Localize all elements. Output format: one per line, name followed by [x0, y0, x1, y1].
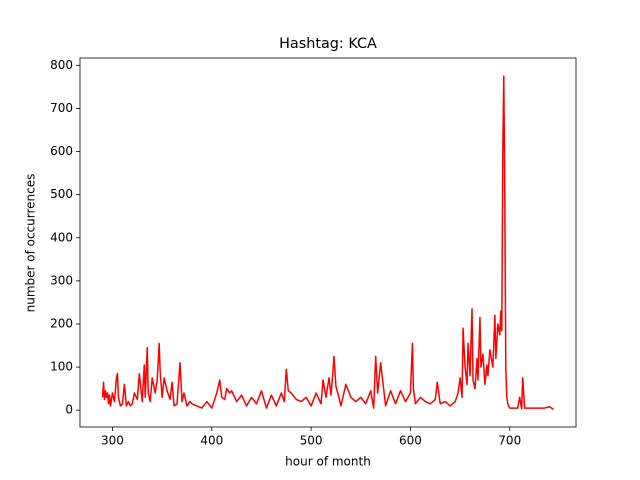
line	[101, 75, 554, 410]
y-tick-label: 100	[50, 360, 73, 374]
y-tick-label: 0	[65, 403, 73, 417]
chart-title: Hashtag: KCA	[279, 36, 377, 52]
x-tick-label: 500	[300, 434, 323, 448]
y-tick-label: 800	[50, 58, 73, 72]
x-tick-label: 700	[498, 434, 521, 448]
y-tick-label: 600	[50, 144, 73, 158]
x-axis-label: hour of month	[285, 455, 371, 469]
x-tick-label: 300	[101, 434, 124, 448]
y-tick-label: 200	[50, 316, 73, 330]
y-tick-label: 300	[50, 273, 73, 287]
y-tick-label: 700	[50, 101, 73, 115]
y-tick-label: 500	[50, 187, 73, 201]
x-tick-label: 400	[200, 434, 223, 448]
y-tick-label: 400	[50, 230, 73, 244]
x-tick-label: 600	[399, 434, 422, 448]
plot-frame	[79, 57, 577, 428]
y-axis-label: number of occurrences	[24, 174, 38, 313]
